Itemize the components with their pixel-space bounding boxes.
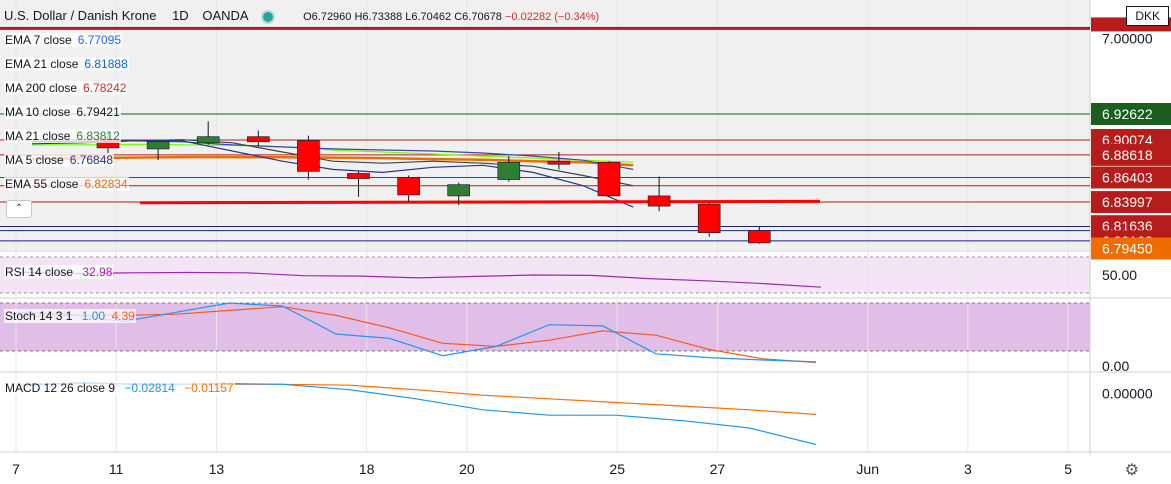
indicator-value: 6.83812 — [76, 129, 120, 143]
candle-body — [447, 184, 471, 197]
stoch-axis-label: 0.00 — [1102, 358, 1129, 374]
macd-axis-label: 0.00000 — [1102, 385, 1153, 401]
candle-body — [196, 136, 220, 144]
indicator-legend[interactable]: MA 200 close 6.78242 — [4, 81, 128, 95]
indicator-label: MA 21 close — [5, 129, 71, 143]
price-axis-label: 6.83997 — [1102, 194, 1153, 210]
ma21-line — [32, 143, 634, 163]
macd-label: MACD 12 26 close 9 — [5, 381, 116, 395]
price-label-box — [1091, 166, 1171, 189]
candle-body — [347, 173, 370, 179]
x-tick-label: 13 — [209, 461, 225, 477]
candle-body — [697, 203, 721, 233]
change-value: −0.02282 (−0.34%) — [505, 11, 600, 23]
price-axis-label: 6.92622 — [1102, 106, 1153, 122]
x-tick-label: 27 — [710, 461, 726, 477]
stoch-k-value: 1.00 — [81, 309, 106, 323]
ema55-line — [31, 155, 634, 167]
price-axis-label: 7.00000 — [1102, 31, 1153, 47]
candle-body — [547, 160, 571, 165]
x-tick-label: 11 — [109, 461, 124, 477]
settings-gear-icon[interactable]: ⚙ — [1124, 462, 1139, 479]
indicator-legend[interactable]: EMA 21 close 6.81888 — [4, 57, 129, 71]
ma5-line — [31, 140, 634, 208]
x-tick-label: 20 — [459, 461, 475, 477]
ohlc-readout: O6.72960 H6.73388 L6.70462 C6.70678 −0.0… — [303, 11, 599, 23]
macd-value: −0.02814 — [124, 381, 175, 395]
candle-body — [497, 161, 521, 180]
symbol-title[interactable]: U.S. Dollar / Danish Krone — [4, 8, 157, 23]
indicator-label: EMA 7 close — [5, 33, 72, 47]
x-tick-label: 7 — [12, 461, 20, 477]
indicator-value: 6.76848 — [69, 153, 114, 167]
chart-header: U.S. Dollar / Danish Krone 1D OANDA O6.7… — [4, 8, 599, 24]
indicator-value: 6.82834 — [84, 177, 128, 191]
candle-body — [397, 177, 420, 196]
indicator-legend[interactable]: EMA 7 close 6.77095 — [4, 33, 123, 47]
x-tick-label: 25 — [609, 461, 625, 477]
macd-signal-value: −0.01157 — [184, 381, 234, 395]
indicator-legend[interactable]: MA 5 close 6.76848 — [4, 153, 115, 167]
high-value: H6.73388 — [354, 11, 403, 23]
stoch-d-line — [15, 306, 817, 364]
indicator-legend[interactable]: EMA 55 close 6.82834 — [4, 177, 129, 191]
candle-body — [247, 136, 270, 143]
interval-label[interactable]: 1D — [172, 8, 189, 23]
ma200-line — [139, 199, 821, 205]
rsi-legend[interactable]: RSI 14 close 32.98 — [4, 265, 114, 279]
stoch-k-line — [15, 302, 817, 363]
x-tick-label: 3 — [964, 461, 972, 477]
x-tick-label: Jun — [856, 461, 879, 477]
candle-body — [146, 141, 170, 150]
rsi-value: 32.98 — [82, 265, 113, 279]
price-axis-label: 6.81636 — [1102, 218, 1153, 234]
indicator-legend[interactable]: MA 21 close 6.83812 — [4, 129, 121, 143]
open-value: O6.72960 — [303, 11, 352, 23]
candle-body — [597, 161, 621, 197]
indicator-label: MA 200 close — [5, 81, 78, 95]
price-label-box — [1091, 237, 1171, 260]
main-pane-bg — [0, 0, 1090, 250]
rsi-line — [15, 271, 822, 288]
indicator-value: 6.79421 — [76, 105, 120, 119]
stoch-d-value: 4.39 — [111, 309, 135, 323]
price-axis-label: 6.88618 — [1102, 147, 1153, 163]
indicator-label: MA 10 close — [5, 105, 71, 119]
stoch-legend[interactable]: Stoch 14 3 1 1.00 4.39 — [4, 309, 136, 323]
stoch-label: Stoch 14 3 1 — [5, 309, 73, 323]
macd-legend[interactable]: MACD 12 26 close 9 −0.02814 −0.01157 — [4, 381, 235, 395]
x-tick-label: 5 — [1064, 461, 1072, 477]
price-label-box — [1091, 191, 1171, 214]
indicator-value: 6.77095 — [77, 33, 122, 47]
close-value: C6.70678 — [454, 11, 502, 23]
collapse-legend-button[interactable]: ⌃ — [6, 200, 32, 218]
indicator-label: EMA 21 close — [5, 57, 79, 71]
price-axis-label: 6.86403 — [1102, 170, 1153, 186]
indicator-value: 6.81888 — [84, 57, 128, 71]
indicator-label: EMA 55 close — [5, 177, 79, 191]
indicator-legend[interactable]: MA 10 close 6.79421 — [4, 105, 121, 119]
candle-body — [297, 140, 320, 172]
price-label-box — [1091, 143, 1171, 166]
source-label: OANDA — [202, 8, 248, 23]
candle-body — [747, 230, 771, 244]
visibility-eye-icon[interactable] — [261, 9, 276, 24]
low-value: L6.70462 — [405, 11, 452, 23]
rsi-axis-label: 50.00 — [1102, 267, 1137, 283]
indicator-value: 6.78242 — [83, 81, 127, 95]
candle-body — [647, 195, 671, 207]
currency-badge[interactable]: DKK — [1126, 6, 1169, 26]
price-axis-label: 6.79450 — [1102, 241, 1153, 257]
indicator-label: MA 5 close — [5, 153, 64, 167]
x-tick-label: 18 — [359, 461, 375, 477]
rsi-label: RSI 14 close — [5, 265, 74, 279]
price-label-box — [1091, 102, 1171, 125]
